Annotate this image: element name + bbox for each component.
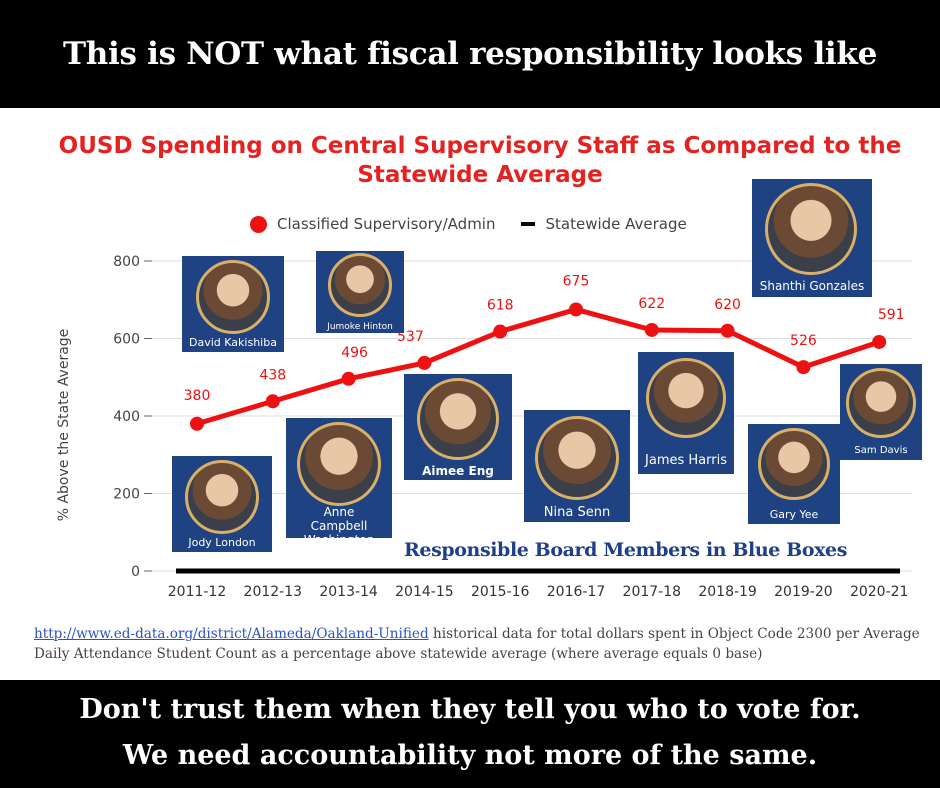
y-tick-label: 200 xyxy=(113,487,140,503)
data-label: 380 xyxy=(184,388,211,404)
data-label: 526 xyxy=(790,333,817,349)
data-label: 496 xyxy=(341,345,368,361)
admin-spending-line xyxy=(196,306,880,427)
member-photo xyxy=(328,253,392,317)
y-tick-label: 400 xyxy=(113,409,140,425)
data-point xyxy=(796,360,811,375)
x-tick-label: 2015-16 xyxy=(471,584,530,600)
member-photo xyxy=(535,416,619,500)
legend-label-statewide: Statewide Average xyxy=(545,215,687,233)
member-name: Aimee Eng xyxy=(422,464,494,478)
member-name: Gary Yee xyxy=(769,508,819,521)
member-box-jumoke-hinton: Jumoke Hinton xyxy=(316,251,404,333)
headline-banner: This is NOT what fiscal responsibility l… xyxy=(0,0,940,108)
member-photo xyxy=(758,428,830,500)
chart-title: OUSD Spending on Central Supervisory Sta… xyxy=(58,133,902,188)
member-box-shanthi-gonzales: Shanthi Gonzales xyxy=(752,179,872,297)
member-name: David Kakishiba xyxy=(189,336,277,349)
legend-label-admin: Classified Supervisory/Admin xyxy=(277,215,496,233)
y-tick-label: 800 xyxy=(113,254,140,270)
member-photo xyxy=(196,260,270,334)
x-tick-label: 2014-15 xyxy=(395,584,454,600)
data-point xyxy=(569,302,583,317)
x-tick-label: 2019-20 xyxy=(774,584,833,600)
member-box-gary-yee: Gary Yee xyxy=(748,424,840,524)
x-tick-label: 2020-21 xyxy=(850,584,909,600)
x-tick-label: 2012-13 xyxy=(244,584,303,600)
footer-banner: Don't trust them when they tell you who … xyxy=(0,680,940,788)
member-photo xyxy=(646,358,726,438)
data-point xyxy=(872,334,887,349)
x-tick-label: 2018-19 xyxy=(698,584,757,600)
data-point xyxy=(190,416,204,431)
member-photo xyxy=(765,183,857,275)
data-label: 618 xyxy=(487,298,514,314)
data-point xyxy=(265,394,280,409)
member-box-nina-senn: Nina Senn xyxy=(524,410,630,522)
member-name: Nina Senn xyxy=(543,505,611,520)
member-box-james-harris: James Harris xyxy=(638,352,734,474)
data-point xyxy=(720,323,735,338)
data-label: 675 xyxy=(563,273,590,289)
data-label: 591 xyxy=(878,307,905,323)
member-box-sam-davis: Sam Davis xyxy=(840,364,922,460)
member-box-jody-london: Jody London xyxy=(172,456,272,552)
member-photo xyxy=(297,422,381,506)
member-photo xyxy=(417,378,499,460)
member-name: Shanthi Gonzales xyxy=(759,279,865,293)
data-point xyxy=(341,371,356,386)
member-name: Jody London xyxy=(188,536,256,549)
x-tick-label: 2017-18 xyxy=(623,584,682,600)
member-photo xyxy=(846,368,916,438)
legend-marker-admin xyxy=(250,215,267,233)
footer-line-1: Don't trust them when they tell you who … xyxy=(79,694,861,725)
member-box-david-kakishiba: David Kakishiba xyxy=(182,256,284,352)
footer-line-2: We need accountability not more of the s… xyxy=(122,740,818,771)
y-tick-label: 0 xyxy=(131,564,140,580)
legend-marker-statewide xyxy=(521,222,536,226)
member-name: Sam Davis xyxy=(854,445,908,456)
headline-text: This is NOT what fiscal responsibility l… xyxy=(62,36,878,72)
data-point xyxy=(417,355,432,370)
member-box-anne-campbell-washington: Anne Campbell Washington xyxy=(286,418,392,547)
member-box-aimee-eng: Aimee Eng xyxy=(404,374,512,480)
y-tick-label: 600 xyxy=(113,332,140,348)
data-point xyxy=(493,324,508,339)
data-label: 622 xyxy=(638,296,665,312)
data-point xyxy=(644,322,659,337)
member-name: James Harris xyxy=(645,453,727,468)
member-photo xyxy=(185,460,259,534)
member-name: Anne Campbell Washington xyxy=(303,505,375,547)
data-label: 438 xyxy=(259,367,286,383)
member-name: Jumoke Hinton xyxy=(327,322,393,332)
source-link[interactable]: http://www.ed-data.org/district/Alameda/… xyxy=(34,626,429,642)
responsible-members-note: Responsible Board Members in Blue Boxes xyxy=(404,539,848,561)
chart-legend: Classified Supervisory/Admin Statewide A… xyxy=(250,214,687,234)
data-label: 620 xyxy=(714,297,741,313)
source-text: historical data for total dollars spent … xyxy=(34,626,920,662)
source-note: http://www.ed-data.org/district/Alameda/… xyxy=(34,624,924,664)
x-tick-label: 2011-12 xyxy=(168,584,227,600)
x-tick-label: 2013-14 xyxy=(319,584,378,600)
x-tick-label: 2016-17 xyxy=(547,584,606,600)
